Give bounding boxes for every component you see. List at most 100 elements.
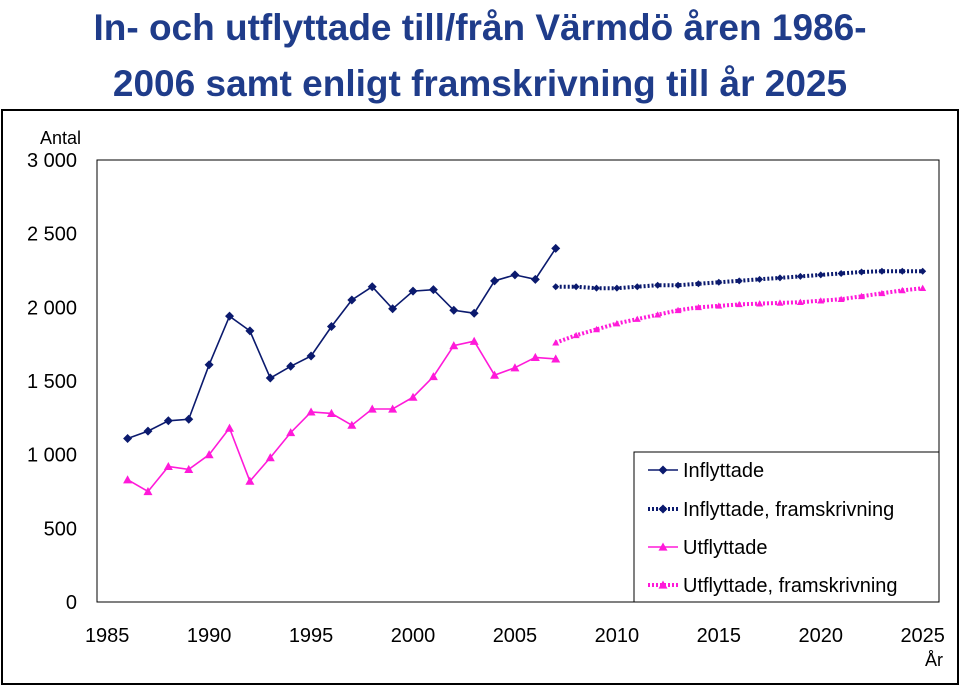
data-point [592, 325, 600, 333]
data-point [245, 326, 255, 336]
data-point [326, 408, 336, 418]
data-point [428, 285, 438, 295]
data-point [530, 274, 540, 284]
x-tick-labels: 1985 1990 1995 2000 2005 2010 2015 2020 2025 [85, 625, 945, 647]
data-point [408, 286, 418, 296]
data-point [265, 373, 275, 383]
data-point [347, 295, 357, 305]
data-point [265, 453, 275, 462]
data-point [204, 360, 214, 370]
data-point [490, 370, 500, 379]
title-line-1: In- och utflyttade till/från Värmdö åren… [93, 7, 867, 48]
data-point [654, 311, 662, 318]
data-point [347, 420, 357, 429]
data-point [658, 504, 668, 514]
chart-title: In- och utflyttade till/från Värmdö åren… [0, 0, 960, 112]
data-point [552, 339, 560, 346]
data-point [184, 464, 194, 473]
legend-item: Inflyttade, framskrivning [648, 499, 894, 521]
series-group [123, 243, 927, 496]
y-tick-label: 500 [44, 518, 77, 540]
data-point [530, 352, 540, 362]
data-point [776, 299, 784, 306]
legend-item: Inflyttade [648, 460, 764, 482]
data-point [551, 243, 561, 253]
x-tick-label: 1985 [85, 625, 130, 647]
data-point [756, 300, 764, 307]
data-point [286, 428, 296, 437]
series-line [127, 247, 557, 440]
data-point [184, 414, 194, 424]
data-point [143, 487, 153, 496]
y-tick-label: 2 000 [27, 297, 77, 319]
data-point [674, 281, 682, 289]
data-point [858, 268, 866, 276]
data-point [163, 461, 173, 471]
data-point [449, 341, 459, 350]
data-point [817, 297, 825, 304]
x-tick-label: 2020 [799, 625, 844, 647]
data-point [837, 269, 845, 277]
x-tick-label: 1995 [289, 625, 334, 647]
data-point [878, 267, 886, 275]
data-point [694, 280, 702, 288]
data-point [898, 286, 906, 294]
data-point [552, 283, 560, 291]
data-point [449, 305, 459, 315]
data-point [919, 284, 927, 291]
data-point [613, 320, 621, 327]
data-point [694, 303, 702, 311]
data-point [658, 580, 668, 589]
legend-label: Inflyttade [683, 460, 764, 482]
data-point [469, 336, 479, 345]
data-point [878, 289, 886, 297]
data-point [204, 450, 214, 459]
data-point [919, 267, 927, 275]
data-point [715, 278, 723, 286]
legend-label: Utflyttade [683, 537, 767, 559]
data-point [143, 426, 153, 436]
data-point [572, 331, 580, 339]
data-point [654, 281, 662, 289]
data-point [225, 423, 235, 432]
x-tick-label: 2015 [697, 625, 742, 647]
data-point [756, 275, 764, 283]
data-point [510, 363, 520, 372]
data-point [837, 295, 845, 303]
x-tick-label: 1990 [187, 625, 232, 647]
data-point [225, 311, 235, 321]
data-point [326, 321, 336, 331]
y-tick-label: 2 500 [27, 224, 77, 246]
data-point [469, 308, 479, 318]
data-point [715, 302, 723, 309]
x-axis-label: År [925, 650, 943, 670]
data-point [388, 404, 398, 413]
x-tick-label: 2000 [391, 625, 436, 647]
data-point [735, 300, 743, 308]
legend-item: Utflyttade, framskrivning [648, 575, 898, 597]
legend-box [633, 451, 940, 603]
data-point [776, 274, 784, 282]
y-tick-label: 1 500 [27, 371, 77, 393]
data-point [551, 354, 561, 363]
data-point [613, 284, 621, 292]
x-tick-label: 2010 [595, 625, 640, 647]
data-point [633, 315, 641, 322]
data-point [408, 392, 418, 401]
legend: Inflyttade Inflyttade, framskrivning Utfly… [633, 451, 940, 603]
data-point [796, 298, 804, 305]
data-point [163, 416, 173, 426]
series-utflyttade [123, 336, 561, 496]
data-point [633, 283, 641, 291]
data-point [674, 306, 682, 314]
data-point [510, 270, 520, 280]
data-point [428, 372, 438, 381]
chart-frame [1, 109, 959, 685]
data-point [796, 272, 804, 280]
legend-item: Utflyttade [648, 537, 767, 559]
data-point [735, 277, 743, 285]
y-tick-labels: 0 500 1 000 1 500 2 000 2 500 3 000 [27, 150, 77, 614]
legend-label: Utflyttade, framskrivning [683, 575, 898, 597]
data-point [658, 465, 668, 475]
